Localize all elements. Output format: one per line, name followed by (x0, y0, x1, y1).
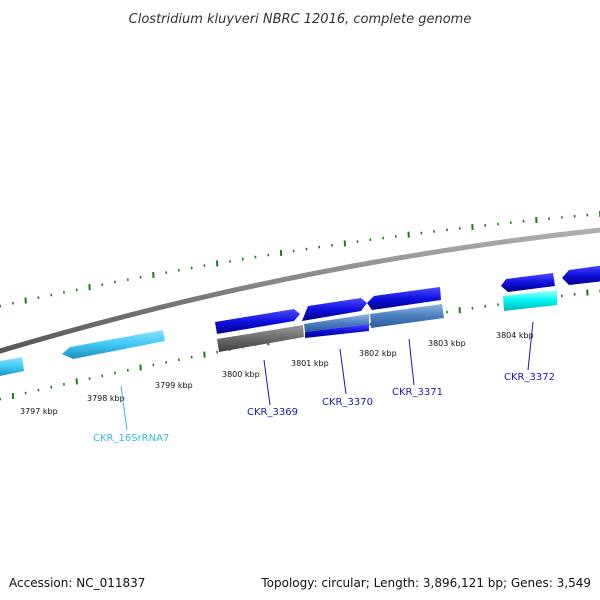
tick-label: 3798 kbp (87, 394, 125, 403)
gene-label-ckr-3372[interactable]: CKR_3372 (504, 372, 555, 383)
map-title: Clostridium kluyveri NBRC 12016, complet… (129, 12, 472, 27)
band-ckr-3370-steel[interactable] (304, 314, 369, 332)
tick-label: 3800 kbp (222, 370, 260, 379)
pseudo-band-ckr-3369[interactable] (217, 325, 304, 352)
rrna-feature-left-edge[interactable] (0, 357, 24, 377)
gene-arrow-ckr-16srrna7[interactable] (62, 330, 165, 359)
leader-line-ckr-3369 (263, 359, 271, 406)
gene-features (0, 265, 600, 377)
tick-labels: 3797 kbp 3798 kbp 3799 kbp 3800 kbp 3801… (20, 331, 534, 416)
gene-arrow-ckr-3371[interactable] (367, 287, 441, 310)
tick-label: 3799 kbp (155, 381, 193, 390)
band-ckr-3372-cyan[interactable] (503, 290, 557, 311)
gene-label-ckr-3371[interactable]: CKR_3371 (392, 387, 443, 398)
genome-summary: Topology: circular; Length: 3,896,121 bp… (260, 576, 591, 590)
gene-arrow-ckr-3370[interactable] (302, 298, 367, 321)
accession-label: Accession: NC_011837 (9, 576, 145, 590)
gene-arrow-ckr-3372[interactable] (501, 273, 555, 292)
gene-arrow-right-edge[interactable] (562, 265, 600, 285)
gene-label-ckr-3370[interactable]: CKR_3370 (322, 397, 373, 408)
leader-line-ckr-3371 (408, 338, 415, 386)
tick-label: 3803 kbp (428, 339, 466, 348)
genome-backbone (0, 227, 600, 354)
gene-label-ckr-16srrna7[interactable]: CKR_16SrRNA7 (93, 433, 169, 444)
gene-label-ckr-3369[interactable]: CKR_3369 (247, 407, 298, 418)
gene-labels: CKR_16SrRNA7 CKR_3369 CKR_3370 CKR_3371 … (93, 372, 555, 444)
gene-arrow-ckr-3369[interactable] (215, 309, 300, 334)
tick-label: 3801 kbp (291, 359, 329, 368)
outer-tick-marks (0, 211, 600, 308)
tick-label: 3802 kbp (359, 349, 397, 358)
tick-label: 3797 kbp (20, 407, 58, 416)
band-ckr-3370-blue[interactable] (305, 324, 369, 338)
leader-line-ckr-16srrna7 (120, 385, 128, 431)
band-ckr-3371-steel[interactable] (370, 304, 444, 328)
gene-leader-lines (120, 321, 534, 431)
leader-line-ckr-3370 (339, 348, 347, 395)
tick-label: 3804 kbp (496, 331, 534, 340)
leader-line-ckr-3372 (527, 321, 534, 371)
